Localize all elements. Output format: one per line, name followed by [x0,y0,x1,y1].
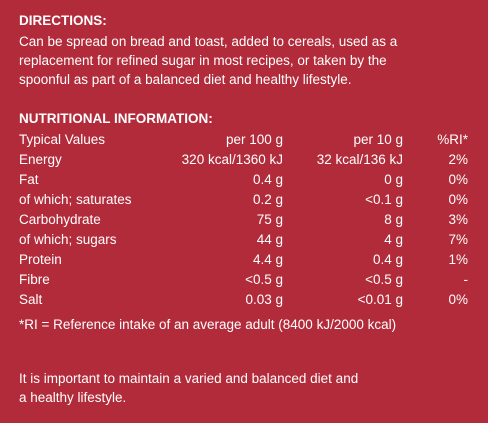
row-ri: 3% [448,211,468,227]
closing-text: It is important to maintain a varied and… [19,369,474,407]
table-row: Protein 4.4 g 0.4 g 1% [19,249,468,269]
table-row: Carbohydrate 75 g 8 g 3% [19,209,468,229]
row-ri: 0% [448,291,468,307]
row-per-100g: 320 kcal/1360 kJ [181,151,283,167]
row-per-100g: 0.03 g [245,291,283,307]
row-ri: 0% [448,171,468,187]
closing-line: It is important to maintain a varied and… [19,371,359,386]
table-row: Salt 0.03 g <0.01 g 0% [19,289,468,309]
closing-line: a healthy lifestyle. [19,390,127,405]
row-ri: - [463,271,469,287]
row-per-10g: <0.1 g [365,191,403,207]
row-per-10g: <0.5 g [365,271,403,287]
row-per-10g: <0.01 g [357,291,403,307]
row-label: Energy [19,151,62,167]
nutrition-heading: NUTRITIONAL INFORMATION: [19,111,213,126]
directions-heading: DIRECTIONS: [19,13,107,28]
row-per-100g: 44 g [256,231,283,247]
row-per-10g: 0.4 g [372,251,403,267]
row-per-100g: 75 g [256,211,283,227]
row-per-100g: <0.5 g [245,271,283,287]
table-row: Fat 0.4 g 0 g 0% [19,169,468,189]
table-row: Energy 320 kcal/1360 kJ 32 kcal/136 kJ 2… [19,149,468,169]
directions-line: Can be spread on bread and toast, added … [19,34,398,49]
directions-text: Can be spread on bread and toast, added … [19,32,474,89]
column-header-typical-values: Typical Values [19,131,106,147]
row-per-100g: 4.4 g [252,251,283,267]
row-label: of which; saturates [19,191,132,207]
row-ri: 2% [448,151,468,167]
row-per-10g: 32 kcal/136 kJ [316,151,403,167]
row-per-100g: 0.4 g [252,171,283,187]
row-ri: 7% [448,231,468,247]
row-label: Carbohydrate [19,211,101,227]
column-header-per-100g: per 100 g [225,131,283,147]
row-label: Salt [19,291,43,307]
nutrition-table: Typical Values per 100 g per 10 g %RI* E… [19,129,468,309]
table-row: of which; sugars 44 g 4 g 7% [19,229,468,249]
row-label: Fat [19,171,39,187]
row-per-10g: 0 g [384,171,403,187]
row-label: Protein [19,251,62,267]
row-per-10g: 8 g [384,211,403,227]
directions-line: replacement for refined sugar in most re… [19,53,387,68]
ri-footnote: *RI = Reference intake of an average adu… [19,317,397,332]
table-row: Fibre <0.5 g <0.5 g - [19,269,468,289]
column-header-ri: %RI* [437,131,468,147]
nutrition-label-panel: DIRECTIONS: Can be spread on bread and t… [19,11,474,407]
row-label: of which; sugars [19,231,117,247]
row-label: Fibre [19,271,50,287]
row-ri: 0% [448,191,468,207]
column-header-per-10g: per 10 g [353,131,403,147]
directions-line: spoonful as part of a balanced diet and … [19,72,352,87]
row-per-100g: 0.2 g [252,191,283,207]
table-header-row: Typical Values per 100 g per 10 g %RI* [19,129,468,149]
row-ri: 1% [448,251,468,267]
row-per-10g: 4 g [384,231,403,247]
table-row: of which; saturates 0.2 g <0.1 g 0% [19,189,468,209]
